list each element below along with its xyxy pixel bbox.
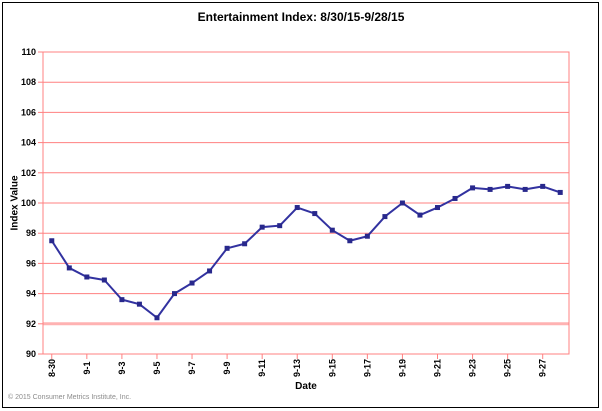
x-tick-label: 9-11 — [257, 359, 267, 377]
data-point-marker — [119, 297, 125, 303]
x-tick-label: 9-15 — [327, 359, 337, 377]
data-point-marker — [224, 245, 230, 251]
y-tick-label: 102 — [21, 168, 36, 178]
x-tick-label: 8-30 — [47, 359, 57, 377]
page-border — [2, 2, 599, 408]
data-point-marker — [452, 195, 458, 201]
data-point-marker — [417, 212, 423, 218]
data-point-marker — [435, 205, 440, 211]
data-point-marker — [259, 224, 265, 230]
data-point-marker — [189, 280, 195, 286]
data-point-marker — [329, 227, 335, 233]
y-tick-label: 108 — [21, 77, 36, 87]
y-tick-label: 106 — [21, 107, 36, 117]
x-tick-label: 9-19 — [397, 359, 407, 377]
y-axis-title: Index Value — [9, 175, 21, 231]
y-tick-label: 92 — [26, 319, 36, 329]
x-tick-label: 9-27 — [538, 359, 548, 377]
y-tick-label: 90 — [26, 349, 36, 359]
y-tick-label: 110 — [21, 47, 36, 57]
y-tick-label: 104 — [21, 138, 36, 148]
index-line — [50, 185, 561, 319]
data-point-marker — [522, 186, 528, 192]
data-point-marker — [399, 200, 405, 206]
data-point-marker — [154, 315, 160, 321]
data-point-marker — [101, 277, 107, 283]
data-point-marker — [505, 183, 511, 189]
data-point-marker — [382, 214, 388, 220]
y-tick-label: 96 — [26, 258, 36, 268]
data-point-marker — [207, 268, 213, 274]
data-point-marker — [540, 183, 546, 189]
data-point-marker — [294, 205, 300, 211]
x-tick-label: 9-13 — [292, 359, 302, 377]
x-tick-label: 9-5 — [152, 361, 162, 374]
x-tick-label: 9-3 — [117, 361, 127, 374]
data-point-marker — [347, 238, 353, 244]
x-tick-label: 9-7 — [187, 361, 197, 374]
data-point-marker — [470, 185, 476, 191]
y-tick-label: 100 — [21, 198, 36, 208]
chart-title: Entertainment Index: 8/30/15-9/28/15 — [197, 10, 405, 24]
x-axis-title: Date — [295, 381, 317, 392]
data-point-marker — [277, 223, 283, 229]
x-tick-label: 9-1 — [82, 361, 92, 374]
x-tick-label: 9-23 — [468, 359, 478, 377]
x-tick-label: 9-25 — [503, 359, 513, 377]
data-point-marker — [172, 291, 177, 297]
data-point-marker — [136, 301, 142, 307]
data-point-marker — [84, 274, 90, 280]
y-tick-label: 94 — [26, 289, 36, 299]
x-tick-label: 9-21 — [433, 359, 443, 377]
data-point-marker — [364, 233, 370, 239]
data-point-marker — [557, 189, 563, 195]
data-point-marker — [312, 211, 318, 217]
data-point-marker — [242, 241, 248, 247]
data-point-marker — [487, 186, 493, 192]
x-tick-label: 9-9 — [222, 361, 232, 374]
data-point-marker — [66, 265, 72, 271]
y-tick-label: 98 — [26, 228, 36, 238]
x-tick-label: 9-17 — [362, 359, 372, 377]
data-point-marker — [49, 238, 55, 244]
footer-copyright: © 2015 Consumer Metrics Institute, Inc. — [8, 394, 132, 401]
